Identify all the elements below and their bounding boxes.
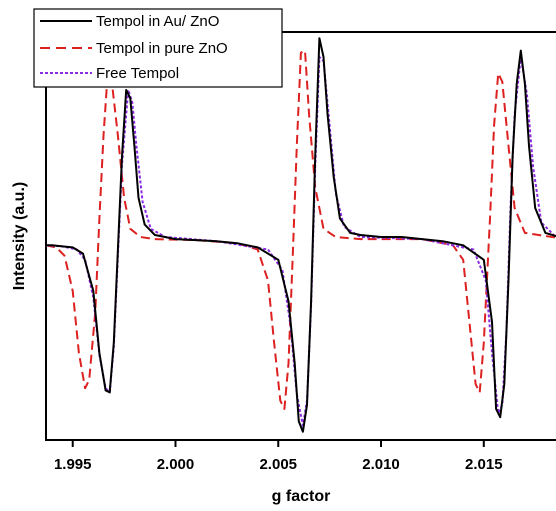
series-line-tempol-in-pure-zno: [45, 49, 556, 410]
x-tick-label: 2.010: [362, 456, 400, 473]
x-axis-title: g factor: [272, 488, 331, 505]
x-tick-label: 2.005: [259, 456, 297, 473]
legend-label-au-zno: Tempol in Au/ ZnO: [96, 13, 219, 30]
x-tick-label: 1.995: [54, 456, 92, 473]
series-line-tempol-in-au-zno: [46, 37, 556, 433]
legend-label-pure-zno: Tempol in pure ZnO: [96, 40, 228, 57]
x-tick-label: 2.000: [157, 456, 195, 473]
y-axis-title: Intensity (a.u.): [11, 182, 28, 290]
series-lines: [45, 37, 556, 433]
plot-frame: [45, 31, 556, 441]
x-axis-ticks: 1.995 2.000 2.005 2.010 2.015: [54, 440, 503, 473]
legend: Tempol in Au/ ZnO Tempol in pure ZnO Fre…: [33, 8, 283, 88]
legend-label-free-tempol: Free Tempol: [96, 65, 179, 82]
x-tick-label: 2.015: [465, 456, 503, 473]
series-line-free-tempol: [45, 55, 556, 427]
